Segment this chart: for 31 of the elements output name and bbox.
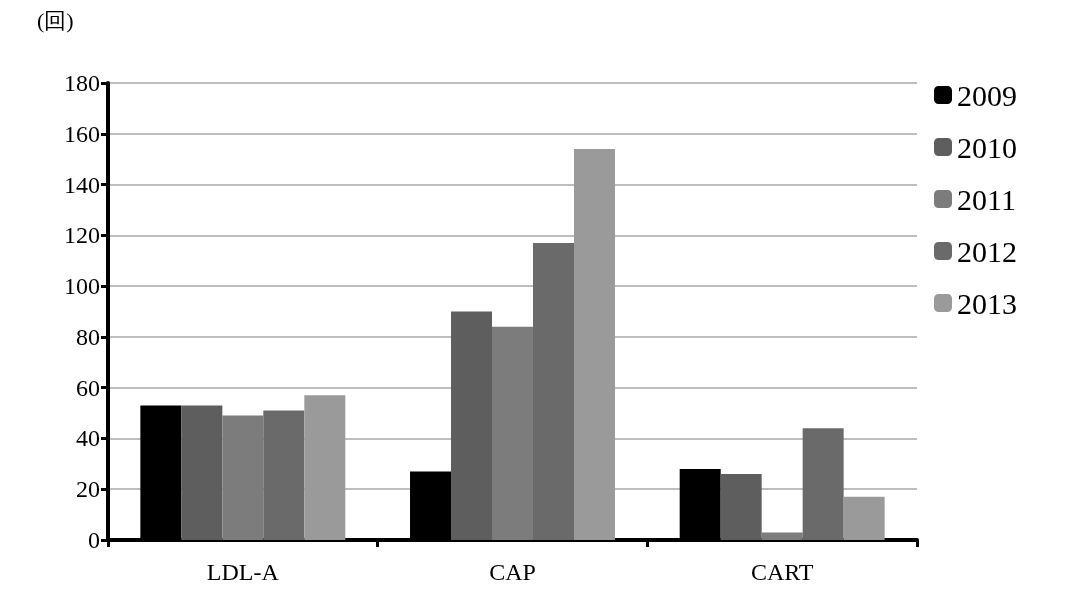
y-tick-label: 100 — [64, 273, 100, 300]
bar — [843, 496, 885, 540]
y-tick-label: 160 — [64, 120, 100, 147]
y-tick-label: 180 — [64, 70, 100, 96]
legend-label: 2013 — [957, 286, 1017, 320]
bar — [304, 395, 346, 540]
bar — [532, 242, 574, 540]
bar — [263, 410, 305, 540]
y-tick-label: 120 — [64, 222, 100, 249]
y-tick-label: 40 — [76, 425, 100, 452]
legend-label: 2012 — [957, 234, 1017, 268]
bar — [761, 532, 803, 540]
y-tick-label: 140 — [64, 171, 100, 198]
bar — [802, 428, 844, 540]
legend-label: 2009 — [957, 78, 1017, 112]
bar — [222, 415, 264, 540]
legend-label: 2011 — [957, 182, 1016, 216]
chart-title: (回) — [37, 7, 74, 33]
y-tick-label: 0 — [88, 527, 100, 553]
bar — [492, 326, 533, 540]
x-tick-label: CAP — [489, 559, 536, 585]
y-tick-label: 60 — [76, 374, 100, 401]
legend-label: 2010 — [957, 130, 1017, 164]
bar — [181, 405, 223, 540]
bar — [720, 473, 762, 540]
bar — [451, 311, 493, 540]
y-tick-label: 80 — [76, 323, 100, 350]
y-tick-label: 20 — [76, 476, 100, 503]
x-tick-label: CART — [750, 559, 814, 585]
x-tick-label: LDL-A — [206, 559, 280, 585]
bar — [573, 149, 615, 540]
